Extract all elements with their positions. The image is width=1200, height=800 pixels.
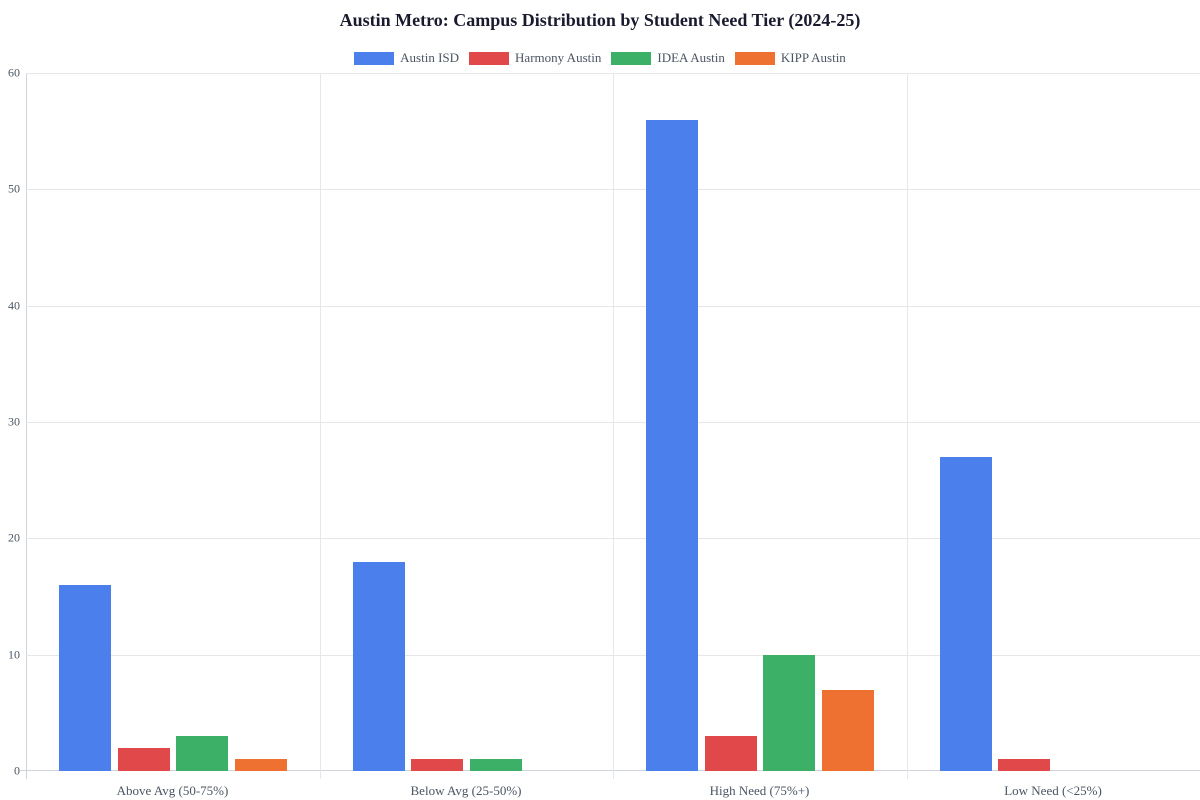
y-tick-label: 30 bbox=[8, 414, 20, 429]
legend-swatch-icon bbox=[611, 51, 652, 65]
bar[interactable] bbox=[59, 584, 111, 771]
y-tick-label: 0 bbox=[14, 763, 20, 778]
legend-label: KIPP Austin bbox=[780, 50, 846, 65]
y-tick-label: 50 bbox=[8, 181, 20, 196]
bar[interactable] bbox=[469, 759, 522, 771]
y-tick-label: 60 bbox=[8, 65, 20, 80]
x-axis-line bbox=[20, 770, 1200, 771]
gridline bbox=[613, 73, 614, 779]
plot-area: 0 10 20 30 40 50 60 Above Avg (50-75%) Below Avg… bbox=[8, 66, 1200, 798]
legend-item-harmony-austin[interactable]: Harmony Austin bbox=[469, 50, 601, 66]
bar[interactable] bbox=[411, 759, 463, 771]
legend: Austin ISD Harmony Austin IDEA Austin KI… bbox=[0, 50, 1200, 66]
y-tick-label: 40 bbox=[8, 298, 20, 313]
bar[interactable] bbox=[763, 654, 815, 771]
bar[interactable] bbox=[176, 736, 228, 771]
bar[interactable] bbox=[998, 759, 1050, 771]
legend-label: IDEA Austin bbox=[657, 50, 725, 65]
bar[interactable] bbox=[821, 689, 874, 771]
legend-item-kipp-austin[interactable]: KIPP Austin bbox=[734, 50, 846, 66]
bar[interactable] bbox=[352, 561, 405, 771]
gridline bbox=[906, 73, 908, 779]
y-tick-label: 20 bbox=[8, 530, 20, 545]
legend-swatch-icon bbox=[469, 51, 510, 65]
y-tick-label: 10 bbox=[8, 647, 20, 662]
x-tick-label: Below Avg (25-50%) bbox=[410, 783, 522, 798]
legend-label: Harmony Austin bbox=[515, 50, 602, 65]
bar[interactable] bbox=[704, 736, 757, 771]
bar[interactable] bbox=[117, 747, 170, 771]
legend-item-idea-austin[interactable]: IDEA Austin bbox=[611, 50, 725, 66]
bar[interactable] bbox=[646, 119, 698, 771]
x-tick-label: Low Need (<25%) bbox=[1004, 783, 1102, 798]
x-tick-label: Above Avg (50-75%) bbox=[116, 783, 229, 798]
chart-title: Austin Metro: Campus Distribution by Stu… bbox=[339, 10, 861, 30]
bar[interactable] bbox=[939, 456, 992, 771]
x-tick-label: High Need (75%+) bbox=[709, 783, 810, 798]
y-axis-line bbox=[26, 73, 27, 779]
legend-item-austin-isd[interactable]: Austin ISD bbox=[354, 50, 459, 66]
legend-swatch-icon bbox=[354, 51, 395, 65]
gridline bbox=[319, 73, 321, 779]
bar[interactable] bbox=[234, 759, 287, 771]
legend-swatch-icon bbox=[734, 51, 775, 65]
legend-label: Austin ISD bbox=[400, 50, 460, 65]
